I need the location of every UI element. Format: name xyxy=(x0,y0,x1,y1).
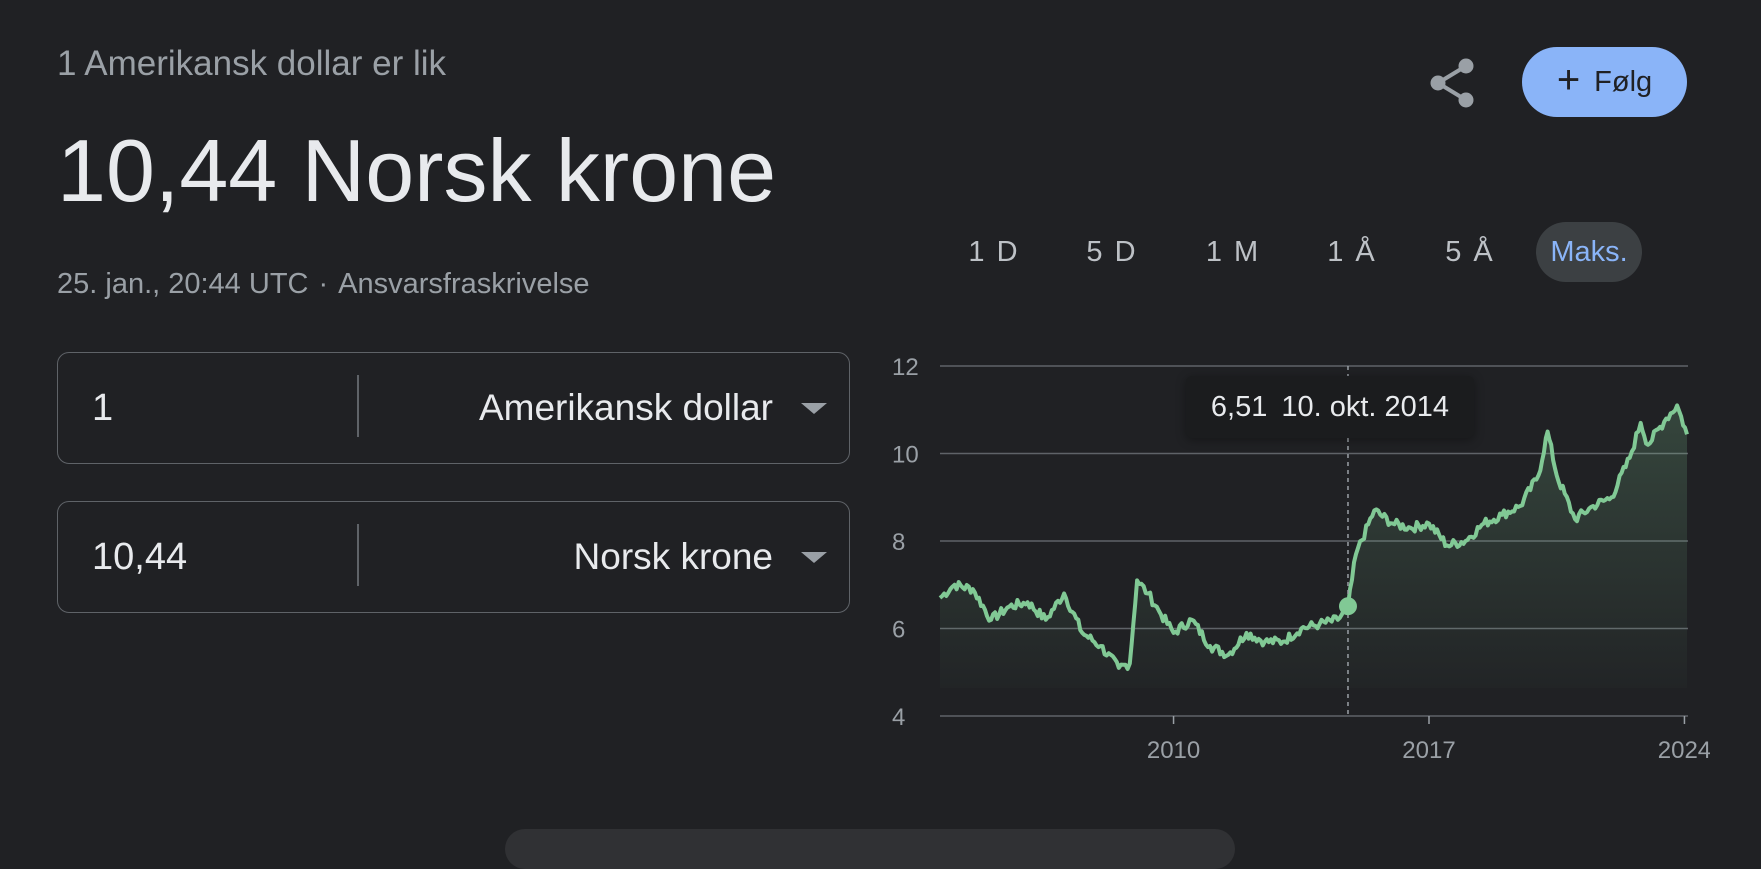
range-tab-1d[interactable]: 1 D xyxy=(968,235,1020,268)
y-tick-label: 4 xyxy=(892,704,905,731)
y-tick-label: 10 xyxy=(892,442,919,469)
disclaimer-link[interactable]: Ansvarsfraskrivelse xyxy=(338,268,590,300)
from-amount-input[interactable]: 1 xyxy=(92,386,114,429)
range-tab-5d[interactable]: 5 D xyxy=(1086,235,1138,268)
to-currency-select[interactable]: Norsk krone xyxy=(574,502,827,612)
series-line xyxy=(938,403,1689,671)
x-tick-label: 2024 xyxy=(1658,737,1710,764)
follow-button[interactable]: + Følg xyxy=(1522,47,1687,117)
follow-label: Følg xyxy=(1594,65,1653,98)
separator: · xyxy=(318,268,329,300)
chevron-down-icon xyxy=(801,551,827,563)
from-currency-label: Amerikansk dollar xyxy=(478,387,773,428)
chart-tooltip: 6,51 10. okt. 2014 xyxy=(1186,376,1474,438)
tooltip-date: 10. okt. 2014 xyxy=(1281,390,1450,423)
to-currency-row: 10,44 Norsk krone xyxy=(57,501,850,613)
from-currency-row: 1 Amerikansk dollar xyxy=(57,352,850,464)
plus-icon: + xyxy=(1556,58,1581,102)
bottom-panel xyxy=(505,829,1235,869)
chevron-down-icon xyxy=(801,402,827,414)
range-tab-5y[interactable]: 5 Å xyxy=(1445,235,1495,268)
series-area xyxy=(940,405,1687,688)
share-icon xyxy=(1430,58,1474,108)
range-tab-1y[interactable]: 1 Å xyxy=(1327,235,1377,268)
to-currency-label: Norsk krone xyxy=(573,536,773,577)
from-currency-select[interactable]: Amerikansk dollar xyxy=(479,353,827,463)
timestamp: 25. jan., 20:44 UTC xyxy=(57,268,309,300)
conversion-subtitle: 1 Amerikansk dollar er lik xyxy=(57,44,447,83)
x-tick-label: 2010 xyxy=(1147,737,1200,764)
tooltip-value: 6,51 xyxy=(1210,390,1268,423)
timestamp-line: 25. jan., 20:44 UTC · Ansvarsfraskrivelse xyxy=(57,268,590,301)
y-tick-label: 12 xyxy=(892,354,919,381)
range-tab-max[interactable]: Maks. xyxy=(1536,222,1642,282)
divider xyxy=(357,524,359,586)
exchange-rate-chart[interactable]: 4 6 8 10 12 2010 2017 2024 xyxy=(880,330,1710,770)
x-tick-label: 2017 xyxy=(1402,737,1455,764)
y-tick-label: 6 xyxy=(892,617,905,644)
to-amount-input[interactable]: 10,44 xyxy=(92,535,188,578)
converted-value: 10,44 Norsk krone xyxy=(57,121,777,220)
range-tabs: 1 D 5 D 1 M 1 Å 5 Å Maks. xyxy=(938,222,1642,282)
share-button[interactable] xyxy=(1423,53,1483,113)
range-tab-1m[interactable]: 1 M xyxy=(1205,235,1261,268)
divider xyxy=(357,375,359,437)
hover-point xyxy=(1338,597,1357,616)
y-tick-label: 8 xyxy=(892,529,905,556)
